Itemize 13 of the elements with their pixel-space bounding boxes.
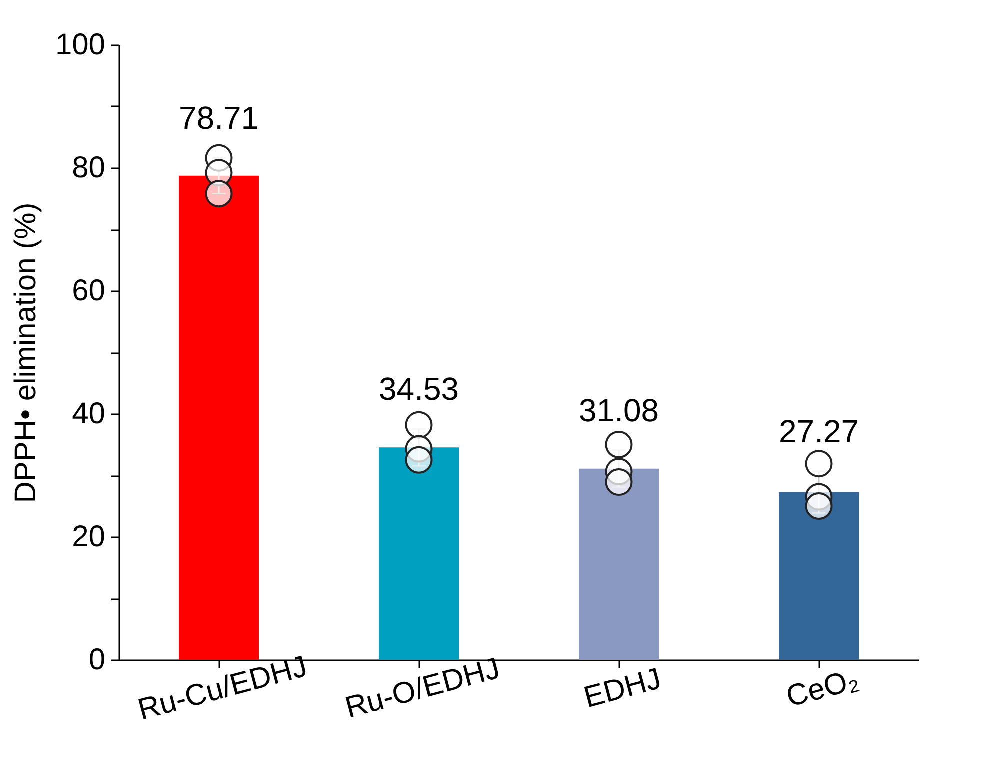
y-tick-label: 0: [88, 644, 106, 676]
x-tick-label: EDHJ: [580, 662, 665, 715]
data-label: 27.27: [778, 413, 860, 450]
y-tick-label: 60: [72, 274, 106, 308]
y-tick-label: 100: [55, 28, 106, 62]
y-tick-label: 20: [72, 520, 106, 554]
data-label: 78.71: [178, 100, 260, 136]
x-tick-label: CeO₂: [783, 663, 862, 714]
y-tick-label: 40: [72, 398, 106, 430]
y-axis-title: DPPH• elimination (%): [9, 202, 42, 504]
y-tick-label: 80: [72, 152, 106, 184]
data-label: 31.08: [578, 392, 660, 428]
data-label: 34.53: [378, 371, 460, 408]
